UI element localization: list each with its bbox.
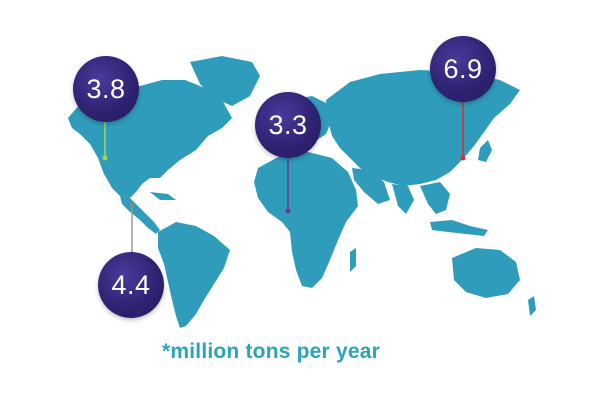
new-zealand <box>528 296 536 316</box>
anchor-dot-west-africa <box>285 208 291 214</box>
south-asia <box>352 168 414 214</box>
unit-footnote: *million tons per year <box>162 340 380 363</box>
value-bubble-west-africa: 3.3 <box>255 92 321 158</box>
africa <box>254 152 358 288</box>
value-bubble-central-america: 4.4 <box>98 252 164 318</box>
indonesia <box>430 220 488 236</box>
value-bubble-east-asia: 6.9 <box>430 36 496 102</box>
anchor-dot-north-america <box>102 155 108 161</box>
anchor-dot-central-america <box>129 202 135 208</box>
south-america <box>158 222 230 328</box>
caribbean <box>150 192 176 200</box>
value-bubble-north-america: 3.8 <box>73 56 139 122</box>
madagascar <box>350 248 356 272</box>
greenland <box>190 56 260 106</box>
japan <box>478 140 492 162</box>
southeast-asia <box>420 182 450 214</box>
anchor-dot-east-asia <box>460 155 466 161</box>
central-america <box>120 196 160 234</box>
australia <box>452 248 520 298</box>
